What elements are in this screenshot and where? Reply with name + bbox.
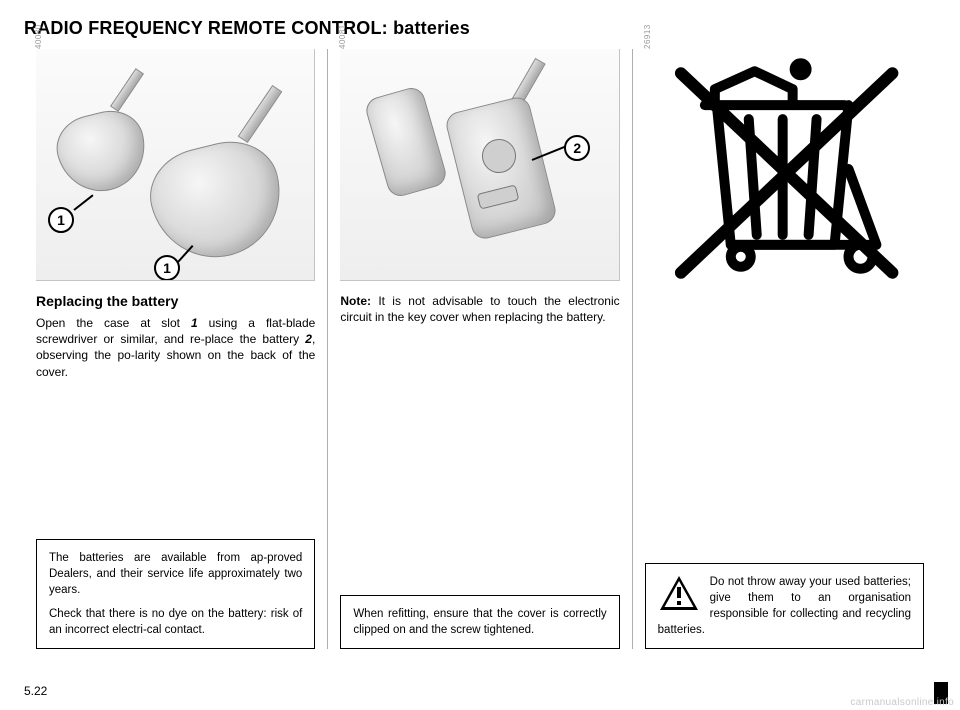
columns: 40080 1 (24, 49, 936, 649)
column-3: 26913 (633, 49, 936, 649)
warning-icon (658, 574, 700, 612)
figure-1-wrap: 40080 1 (36, 49, 315, 281)
no-bin-icon (645, 49, 924, 281)
figure-3-id: 26913 (643, 24, 652, 49)
column-2: 40081 2 (328, 49, 632, 649)
replacing-battery-body: Open the case at slot 1 using a flat-bla… (36, 315, 315, 380)
figure-3 (645, 49, 924, 281)
battery-info-p1: The batteries are available from ap-prov… (49, 550, 302, 598)
replacing-battery-heading: Replacing the battery (36, 293, 315, 309)
page-number: 5.22 (24, 684, 47, 698)
note-body: It is not advisable to touch the electro… (340, 294, 619, 324)
callout-2: 2 (564, 135, 590, 161)
figure-3-wrap: 26913 (645, 49, 924, 281)
watermark: carmanualsonline.info (850, 697, 954, 708)
note-label: Note: (340, 294, 371, 308)
figure-2: 2 (340, 49, 619, 281)
refit-info-box: When refitting, ensure that the cover is… (340, 595, 619, 649)
battery-info-p2: Check that there is no dye on the batter… (49, 606, 302, 638)
leader-1a (73, 194, 93, 210)
figure-2-wrap: 40081 2 (340, 49, 619, 281)
column-1: 40080 1 (24, 49, 328, 649)
page-title: RADIO FREQUENCY REMOTE CONTROL: batterie… (24, 18, 936, 39)
figure-1-id: 40080 (34, 24, 43, 49)
figure-2-id: 40081 (338, 24, 347, 49)
page: RADIO FREQUENCY REMOTE CONTROL: batterie… (0, 0, 960, 710)
note-text: Note: It is not advisable to touch the e… (340, 293, 619, 325)
figure-1: 1 1 (36, 49, 315, 281)
warning-box: Do not throw away your used batteries; g… (645, 563, 924, 649)
battery-info-box: The batteries are available from ap-prov… (36, 539, 315, 649)
callout-1b: 1 (154, 255, 180, 281)
refit-info-text: When refitting, ensure that the cover is… (353, 606, 606, 638)
key-fob-large (144, 97, 314, 267)
callout-1a: 1 (48, 207, 74, 233)
